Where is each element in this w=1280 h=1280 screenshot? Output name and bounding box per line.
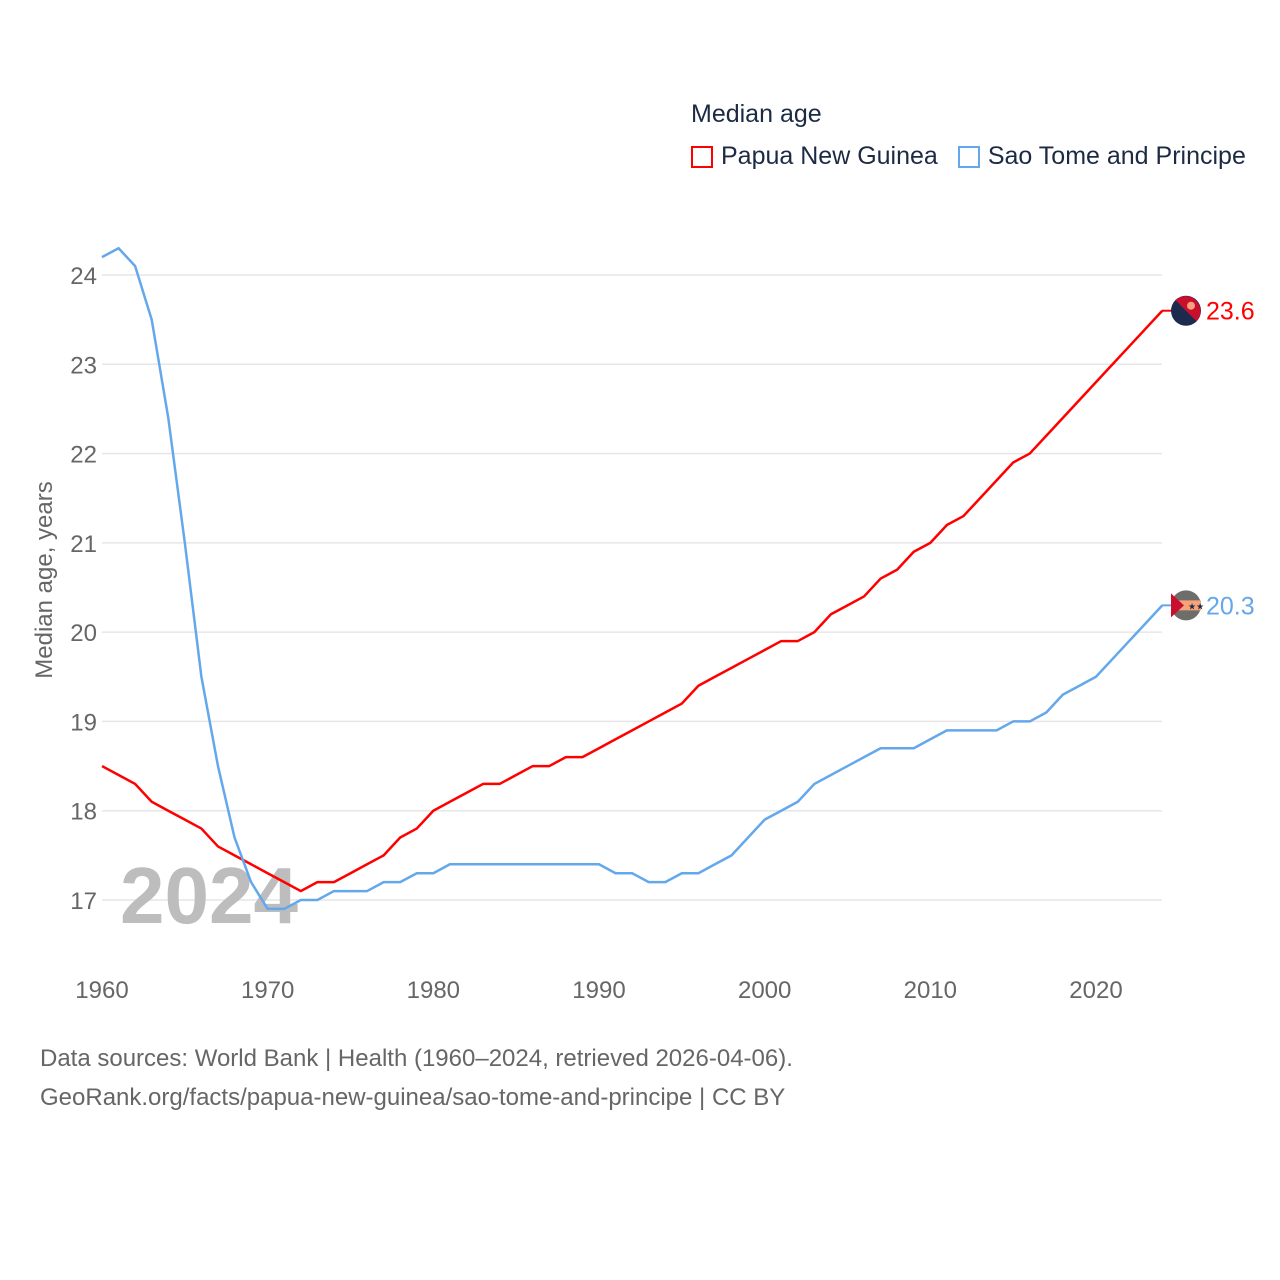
x-tick-label: 1970 <box>241 977 294 1004</box>
sao-tome-flag-icon <box>1171 593 1184 618</box>
x-tick-label: 1960 <box>75 977 128 1004</box>
footer-sources: Data sources: World Bank | Health (1960–… <box>40 1045 793 1072</box>
legend-swatch <box>691 145 713 168</box>
x-tick-label: 2000 <box>738 977 791 1004</box>
legend-swatch <box>957 145 980 168</box>
x-tick-label: 2010 <box>904 977 957 1004</box>
y-tick-label: 24 <box>70 263 97 290</box>
x-tick-label: 1990 <box>572 977 625 1004</box>
x-tick-label: 1980 <box>407 977 460 1004</box>
footer-url[interactable]: GeoRank.org/facts/papua-new-guinea/sao-t… <box>40 1084 786 1111</box>
y-tick-label: 19 <box>70 709 97 736</box>
papua-new-guinea-flag-icon <box>1175 296 1201 322</box>
bird-of-paradise-icon <box>1187 301 1195 310</box>
legend-item-sao-tome-and-principe[interactable]: Sao Tome and Principe <box>957 142 1246 171</box>
series-line-sao-tome-and-principe <box>101 246 1164 911</box>
series-line-papua-new-guinea <box>101 309 1164 893</box>
legend: Papua New Guinea Sao Tome and Principe <box>691 142 1266 171</box>
stars-icon: ★★ <box>1188 601 1204 611</box>
y-tick-label: 22 <box>70 442 97 469</box>
y-tick-label: 18 <box>70 799 97 826</box>
end-value-label: 23.6 <box>1206 298 1255 326</box>
legend-label: Sao Tome and Principe <box>987 142 1246 170</box>
end-value-label: 20.3 <box>1206 592 1255 620</box>
x-tick-label: 2020 <box>1069 977 1122 1004</box>
y-tick-label: 17 <box>70 888 97 915</box>
year-watermark: 2024 <box>120 851 298 940</box>
legend-label: Papua New Guinea <box>721 142 938 170</box>
y-tick-label: 21 <box>70 531 97 558</box>
legend-title: Median age <box>691 100 822 128</box>
y-tick-label: 23 <box>70 352 97 379</box>
legend-item-papua-new-guinea[interactable]: Papua New Guinea <box>691 142 938 171</box>
y-tick-label: 20 <box>70 620 97 647</box>
sao-tome-flag-icon <box>1171 600 1201 611</box>
y-axis-label: Median age, years <box>31 481 58 678</box>
